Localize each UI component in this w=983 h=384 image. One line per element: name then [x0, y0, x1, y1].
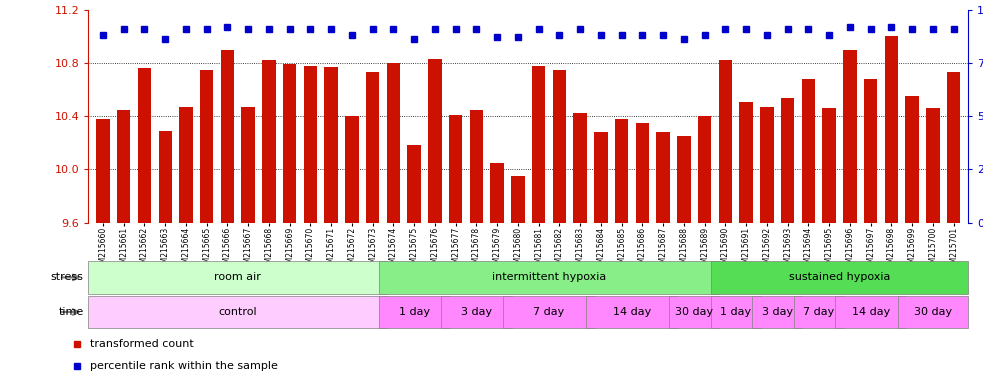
Bar [345, 116, 359, 223]
Bar [595, 132, 607, 223]
Text: 14 day: 14 day [851, 307, 890, 317]
Bar [781, 98, 794, 223]
Bar [885, 36, 898, 223]
Bar [88, 296, 387, 328]
Text: percentile rank within the sample: percentile rank within the sample [90, 361, 278, 371]
Bar [503, 296, 595, 328]
Bar [429, 59, 441, 223]
Bar [587, 296, 677, 328]
Bar [573, 114, 587, 223]
Bar [262, 60, 276, 223]
Bar [511, 176, 525, 223]
Bar [221, 50, 234, 223]
Bar [698, 116, 712, 223]
Bar [947, 72, 960, 223]
Text: intermittent hypoxia: intermittent hypoxia [492, 272, 607, 283]
Text: 7 day: 7 day [803, 307, 835, 317]
Bar [552, 70, 566, 223]
Text: 7 day: 7 day [534, 307, 565, 317]
Bar [283, 64, 297, 223]
Bar [441, 296, 512, 328]
Text: 14 day: 14 day [613, 307, 651, 317]
Bar [386, 63, 400, 223]
Text: 3 day: 3 day [461, 307, 492, 317]
Bar [449, 115, 462, 223]
Bar [905, 96, 919, 223]
Bar [669, 296, 720, 328]
Text: 1 day: 1 day [399, 307, 430, 317]
Bar [366, 72, 379, 223]
Bar [200, 70, 213, 223]
Text: 30 day: 30 day [675, 307, 714, 317]
Bar [379, 261, 720, 294]
Bar [711, 296, 761, 328]
Bar [677, 136, 691, 223]
Bar [491, 163, 504, 223]
Bar [657, 132, 670, 223]
Bar [752, 296, 802, 328]
Bar [823, 108, 836, 223]
Text: 1 day: 1 day [721, 307, 751, 317]
Bar [864, 79, 878, 223]
Bar [96, 119, 110, 223]
Bar [739, 101, 753, 223]
Bar [843, 50, 857, 223]
Bar [926, 108, 940, 223]
Bar [138, 68, 151, 223]
Bar [897, 296, 968, 328]
Text: sustained hypoxia: sustained hypoxia [789, 272, 891, 283]
Bar [802, 79, 815, 223]
Bar [324, 67, 338, 223]
Bar [408, 146, 421, 223]
Text: 3 day: 3 day [762, 307, 793, 317]
Bar [158, 131, 172, 223]
Bar [615, 119, 628, 223]
Bar [836, 296, 906, 328]
Bar [794, 296, 843, 328]
Bar [304, 66, 318, 223]
Text: time: time [58, 307, 84, 317]
Bar [532, 66, 546, 223]
Bar [719, 60, 732, 223]
Bar [470, 109, 484, 223]
Bar [179, 107, 193, 223]
Bar [117, 109, 131, 223]
Bar [88, 261, 387, 294]
Text: room air: room air [214, 272, 261, 283]
Text: 30 day: 30 day [914, 307, 953, 317]
Bar [242, 107, 255, 223]
Text: stress: stress [51, 272, 84, 283]
Bar [711, 261, 968, 294]
Bar [760, 107, 774, 223]
Text: control: control [218, 307, 258, 317]
Bar [636, 123, 649, 223]
Bar [379, 296, 449, 328]
Text: transformed count: transformed count [90, 339, 195, 349]
